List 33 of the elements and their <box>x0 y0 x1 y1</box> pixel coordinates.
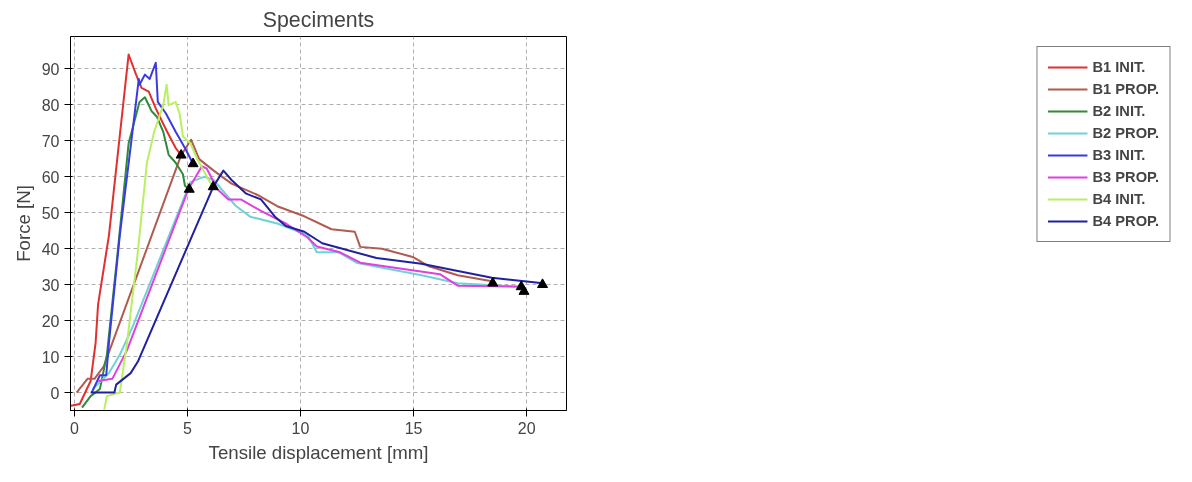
x-tick-label: 20 <box>517 419 536 437</box>
legend-label: B1 PROP. <box>1092 81 1159 97</box>
point <box>187 157 199 168</box>
legend-label: B2 INIT. <box>1092 103 1146 119</box>
point <box>487 276 499 287</box>
legend-label: B4 PROP. <box>1092 213 1159 229</box>
point <box>518 285 530 295</box>
legend-label: B2 PROP. <box>1092 125 1159 141</box>
legend-label: B1 INIT. <box>1092 59 1146 75</box>
y-tick-label: 20 <box>41 312 60 330</box>
chart-title: Speciments <box>262 7 375 32</box>
y-tick-label: 30 <box>41 276 60 294</box>
y-axis-title: Force [N] <box>12 185 34 262</box>
point <box>183 183 195 193</box>
y-tick-label: 90 <box>41 60 60 78</box>
point <box>207 180 219 191</box>
y-tick-label: 50 <box>41 204 60 222</box>
point <box>537 278 549 289</box>
y-tick-label: 70 <box>41 132 60 150</box>
x-axis-title: Tensile displacement [mm] <box>208 441 429 463</box>
y-tick-label: 0 <box>50 384 60 402</box>
x-tick-label: 10 <box>291 419 310 437</box>
x-tick-label: 15 <box>404 419 423 437</box>
y-tick-label: 60 <box>41 168 60 186</box>
x-tick-label: 5 <box>182 419 192 437</box>
x-tick-label: 0 <box>69 419 79 437</box>
y-tick-label: 40 <box>41 240 60 258</box>
legend-label: B4 INIT. <box>1092 191 1146 207</box>
legend-label: B3 INIT. <box>1092 147 1146 163</box>
legend-label: B3 PROP. <box>1092 169 1159 185</box>
y-tick-label: 80 <box>41 96 60 114</box>
point <box>175 148 187 159</box>
y-tick-label: 10 <box>41 348 60 366</box>
